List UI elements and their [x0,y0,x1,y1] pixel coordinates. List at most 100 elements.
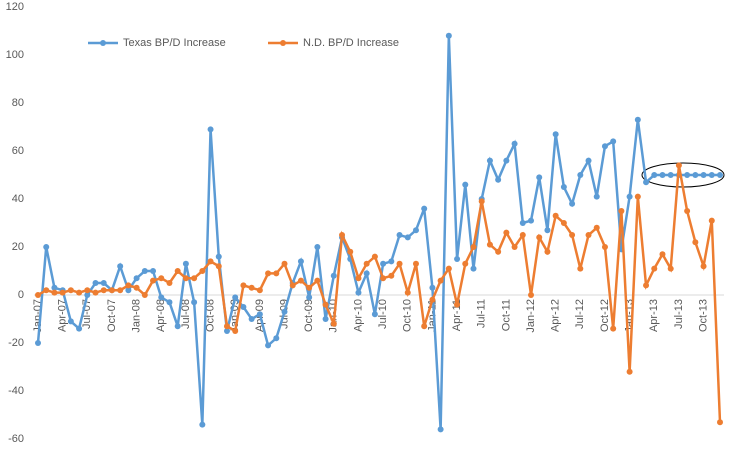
data-point [651,172,658,178]
data-point [577,172,584,178]
data-point [659,172,666,178]
data-point [544,227,551,234]
data-point [601,143,608,150]
data-point [240,304,247,310]
data-point [470,244,477,250]
data-point [330,272,337,279]
data-point [429,284,436,291]
data-point [84,287,91,294]
data-point [396,232,403,238]
data-point [536,234,543,241]
data-point [207,126,214,133]
data-point [495,176,502,183]
data-point [215,253,222,260]
y-tick-label: 80 [12,97,24,109]
y-tick-label: 40 [12,193,24,205]
data-point [708,172,715,178]
data-point [511,244,518,250]
x-tick-label: Oct-10 [402,299,414,332]
data-point [273,335,280,342]
data-point [117,287,124,294]
data-point [445,265,452,272]
x-tick-label: Jan-08 [131,299,143,333]
series-line [36,35,720,430]
data-point [667,172,674,178]
data-point [717,172,723,178]
x-tick-label: Jul-13 [673,299,685,329]
data-point [478,198,485,205]
data-point [610,138,617,145]
data-point [684,208,691,214]
data-point [256,311,263,318]
data-point [544,248,551,255]
data-point [585,157,592,164]
data-point [519,220,526,226]
data-point [511,140,518,147]
data-point [199,268,206,274]
data-point [100,280,107,286]
data-point [207,258,214,265]
data-point [248,284,255,291]
data-point [412,227,419,234]
data-point [412,260,419,267]
data-point [552,212,559,219]
data-point [634,116,641,123]
x-tick-label: Apr-11 [451,299,463,331]
data-point [265,342,272,349]
data-point [67,318,74,325]
data-point [100,287,107,294]
data-point [569,200,576,207]
data-point [396,260,403,267]
data-point [462,181,469,188]
data-point [593,193,600,200]
data-point [281,308,288,315]
data-point [634,193,641,200]
data-point [297,258,304,265]
data-point [445,32,452,39]
y-tick-label: 100 [6,49,24,61]
y-tick-label: 120 [6,1,24,13]
data-point [223,328,230,334]
legend-label: N.D. BP/D Increase [303,37,399,49]
data-point [470,265,477,272]
data-point [421,205,428,212]
data-point [133,275,140,282]
data-point [380,260,387,267]
data-point [503,157,510,164]
x-tick-label: Oct-08 [204,299,216,332]
data-point [125,282,132,289]
data-point [240,282,247,289]
legend-marker [100,40,106,46]
x-tick-label: Oct-11 [500,299,512,331]
data-point [569,232,576,238]
data-point [133,284,140,291]
data-point [35,340,41,346]
data-point [232,294,239,301]
data-point [700,172,707,178]
data-point [265,270,272,277]
data-point [585,232,592,238]
data-point [388,258,395,265]
x-tick-label: Oct-07 [106,299,118,332]
data-point [92,289,99,296]
data-point [117,263,124,270]
data-point [59,289,66,296]
data-point [223,323,230,330]
data-point [256,287,263,294]
data-point [528,217,535,224]
data-point [92,280,99,286]
data-point [421,323,428,330]
data-point [363,270,370,277]
data-point [355,275,362,282]
data-point [454,301,461,308]
data-point [659,251,666,258]
y-tick-label: 0 [18,289,24,301]
data-point [692,172,699,178]
data-point [700,263,707,270]
x-tick-label: Apr-10 [352,299,364,332]
data-point [577,265,584,272]
data-point [182,260,189,267]
x-tick-label: Apr-08 [155,299,167,332]
data-point [404,234,411,241]
